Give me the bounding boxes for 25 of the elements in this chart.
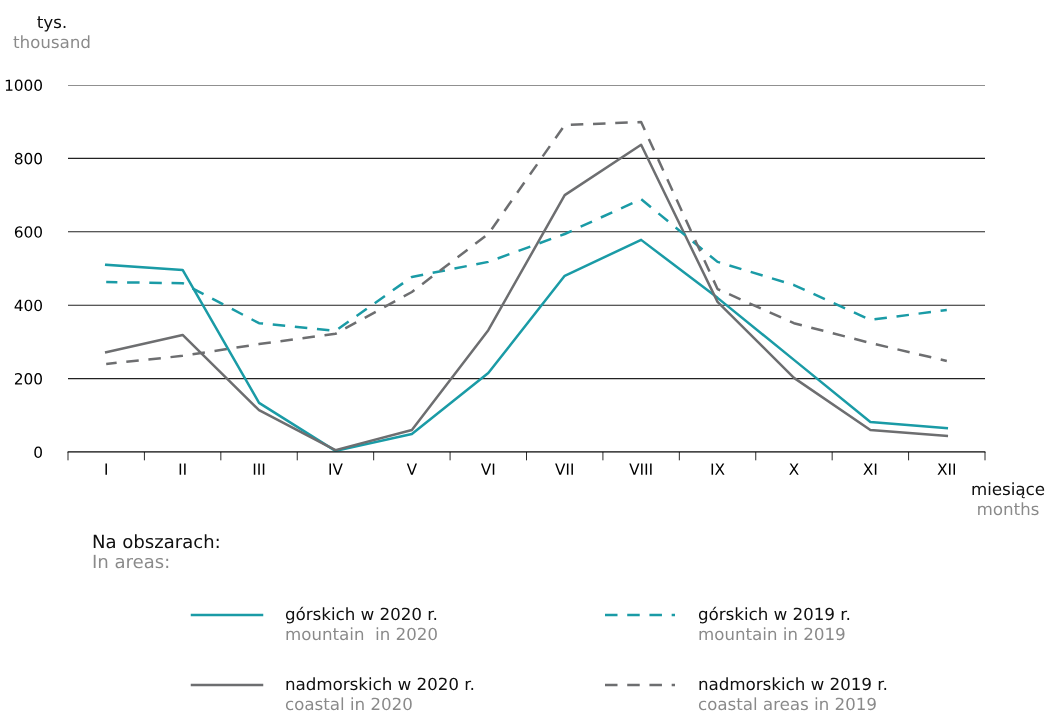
legend-label: górskich w 2020 r. mountain in 2020 (285, 606, 437, 641)
y-tick-label: 1000 (5, 79, 42, 92)
x-tick-label: V (406, 463, 417, 475)
legend-label: nadmorskich w 2020 r. coastal in 2020 (285, 677, 474, 711)
x-tick-label: III (253, 463, 265, 475)
y-tick-label: 600 (14, 226, 42, 238)
legend-label: górskich w 2019 r. mountain in 2019 (698, 606, 850, 641)
x-axis-title: miesiące months (972, 482, 1045, 516)
legend-title: Na obszarach: In areas: (93, 534, 219, 569)
x-tick-label: VIII (629, 463, 652, 475)
y-tick-label: 200 (14, 373, 42, 385)
x-tick-label: VII (555, 463, 573, 475)
x-tick-label: X (789, 463, 799, 475)
y-tick-label: 400 (14, 299, 42, 312)
x-tick-label: IX (711, 463, 725, 475)
y-axis-title: tys. thousand (13, 16, 90, 49)
x-tick-label: IV (329, 463, 343, 475)
x-tick-label: I (105, 463, 107, 475)
x-tick-label: II (179, 463, 186, 475)
x-tick-label: XII (937, 463, 956, 475)
y-tick-label: 0 (34, 446, 42, 459)
x-tick-label: VI (480, 463, 495, 475)
legend-label: nadmorskich w 2019 r. coastal areas in 2019 (698, 677, 887, 711)
y-tick-label: 800 (14, 152, 42, 165)
x-tick-label: XI (863, 463, 877, 475)
